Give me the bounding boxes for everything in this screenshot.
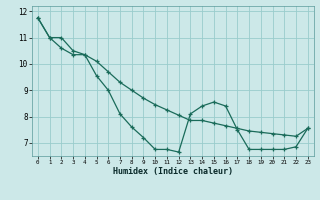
X-axis label: Humidex (Indice chaleur): Humidex (Indice chaleur): [113, 167, 233, 176]
